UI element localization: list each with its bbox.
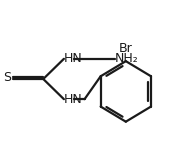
Text: NH₂: NH₂ bbox=[115, 52, 138, 65]
Text: HN: HN bbox=[64, 93, 83, 106]
Text: S: S bbox=[3, 71, 11, 84]
Text: Br: Br bbox=[119, 42, 133, 55]
Text: HN: HN bbox=[64, 52, 83, 65]
